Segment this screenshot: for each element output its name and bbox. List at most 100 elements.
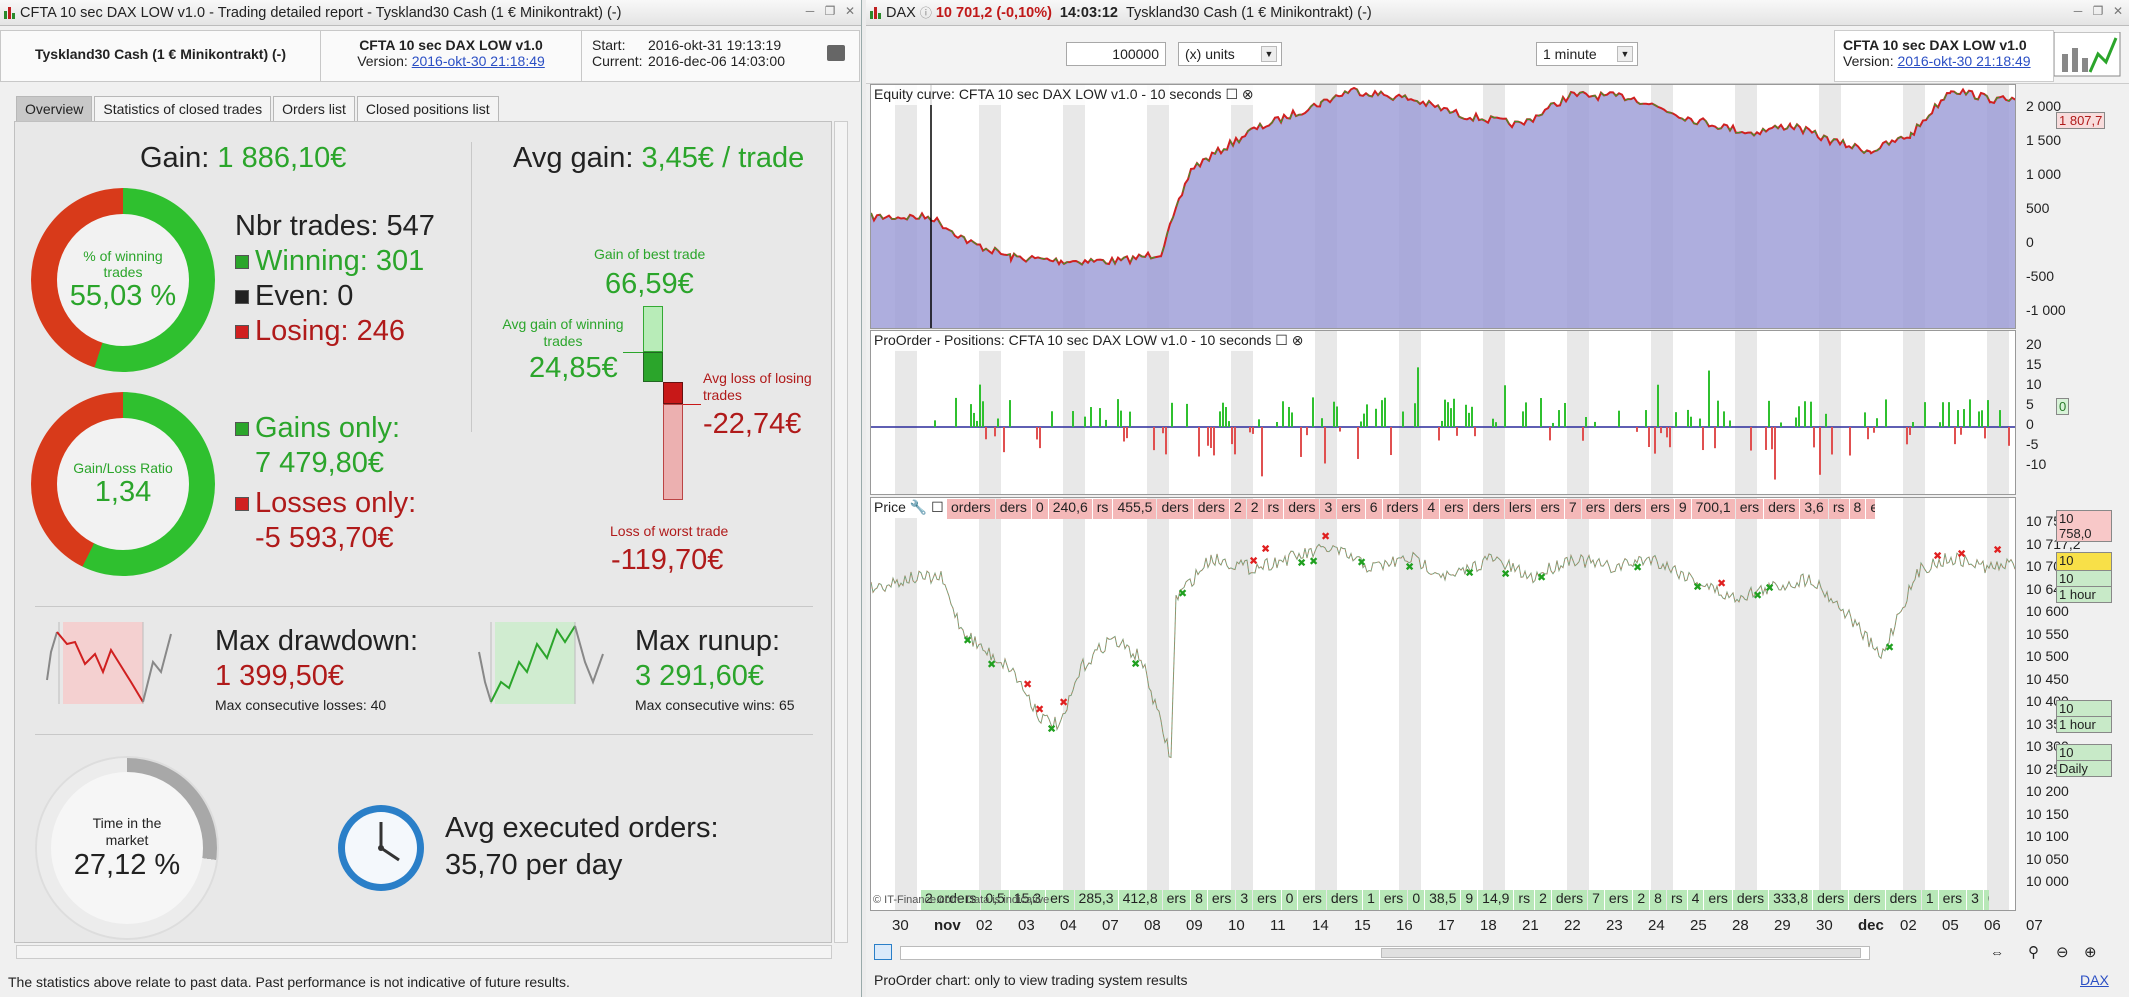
- chart-time: 14:03:12: [1059, 4, 1118, 21]
- wrench-icon[interactable]: 🔧: [909, 499, 928, 515]
- positions-maximize-icon[interactable]: ☐: [1275, 332, 1288, 348]
- chart-minimize-icon[interactable]: ─: [2073, 4, 2083, 18]
- chart-restore-icon[interactable]: ❐: [2092, 4, 2104, 18]
- tab-overview[interactable]: Overview: [16, 96, 93, 121]
- equity-badge: 1 807,7: [2056, 112, 2106, 129]
- date-label: 30: [892, 917, 909, 934]
- chevron-down-icon[interactable]: ▼: [1261, 46, 1277, 62]
- order-label: rs: [1666, 890, 1687, 910]
- svg-text:✖: ✖: [1753, 589, 1762, 602]
- dax-link[interactable]: DAX: [2080, 972, 2109, 988]
- axis-tick-label: 10 450: [2026, 670, 2069, 687]
- date-label: 10: [1228, 917, 1245, 934]
- date-label: 03: [1018, 917, 1035, 934]
- equity-close-icon[interactable]: ⊗: [1241, 86, 1254, 102]
- svg-text:✖: ✖: [1405, 561, 1414, 574]
- timeframe-label: 1 minute: [1543, 46, 1597, 62]
- positions-close-icon[interactable]: ⊗: [1291, 332, 1304, 348]
- losing-text: Losing: 246: [255, 315, 405, 347]
- order-label: 0: [1281, 890, 1298, 910]
- order-label: ers: [1298, 890, 1326, 910]
- max-consec-wins: Max consecutive wins: 65: [635, 697, 795, 713]
- zoom-in-icon[interactable]: ⊕: [2084, 944, 2097, 961]
- avg-win-pointer: [623, 352, 643, 353]
- gainloss-label: Gain/Loss Ratio: [73, 459, 173, 476]
- scroll-thumb[interactable]: [1381, 948, 1861, 958]
- close-icon[interactable]: ✕: [844, 4, 856, 18]
- svg-text:✖: ✖: [1297, 556, 1306, 569]
- price-maximize-icon[interactable]: ☐: [931, 499, 944, 515]
- order-label: 700,1: [1691, 499, 1735, 519]
- drawdown-sparkline: [46, 622, 172, 704]
- chart-version-link[interactable]: 2016-okt-30 21:18:49: [1897, 53, 2031, 69]
- avg-gain-stat: Avg gain: 3,45€ / trade: [513, 142, 804, 175]
- axis-tick-label: 0: [2026, 234, 2034, 250]
- worst-trade-label: Loss of worst trade: [610, 523, 729, 539]
- minimize-icon[interactable]: ─: [805, 4, 815, 18]
- axis-tick-label: 10 150: [2026, 805, 2069, 822]
- units-input[interactable]: 100000: [1066, 42, 1166, 66]
- order-label: ders: [1610, 499, 1646, 519]
- date-label: 29: [1774, 917, 1791, 934]
- print-icon[interactable]: [827, 45, 845, 61]
- order-label: 15,3: [1009, 890, 1046, 910]
- tab-statistics[interactable]: Statistics of closed trades: [94, 96, 272, 121]
- svg-text:✖: ✖: [1047, 723, 1056, 736]
- svg-text:✖: ✖: [1765, 582, 1774, 595]
- zoom-range-icon[interactable]: ⇔: [1990, 944, 2004, 960]
- units-select[interactable]: (x) units ▼: [1178, 42, 1282, 66]
- start-value: 2016-okt-31 19:13:19: [648, 37, 782, 53]
- axis-tick-label: 20: [2026, 336, 2042, 352]
- order-label: ders: [1849, 890, 1885, 910]
- restore-icon[interactable]: ❐: [824, 4, 836, 18]
- equity-maximize-icon[interactable]: ☐: [1225, 86, 1238, 102]
- order-label: ders: [1764, 499, 1800, 519]
- date-label: nov: [934, 917, 961, 934]
- timeframe-chevron-icon[interactable]: ▼: [1617, 46, 1633, 62]
- version-link[interactable]: 2016-okt-30 21:18:49: [411, 53, 545, 69]
- svg-text:✖: ✖: [1178, 587, 1187, 600]
- date-label: 22: [1564, 917, 1581, 934]
- max-runup-label: Max runup:: [635, 625, 781, 657]
- timeframe-select[interactable]: 1 minute ▼: [1536, 42, 1638, 66]
- axis-tick-label: -10: [2026, 456, 2047, 472]
- date-label: 17: [1438, 917, 1455, 934]
- even-text: Even: 0: [255, 280, 354, 312]
- tab-closed-positions[interactable]: Closed positions list: [356, 96, 499, 121]
- chart-window: DAX ⓘ 10 701,2 (-0,10%) 14:03:12 Tysklan…: [866, 0, 2129, 997]
- report-horizontal-scrollbar[interactable]: [16, 945, 832, 959]
- equity-curve-panel[interactable]: Equity curve: CFTA 10 sec DAX LOW v1.0 -…: [870, 84, 2016, 329]
- axis-tick-label: -5: [2026, 436, 2039, 452]
- worst-trade-bar: [663, 404, 683, 500]
- date-label: 15: [1354, 917, 1371, 934]
- avg-orders-value: 35,70 per day: [445, 849, 623, 881]
- equity-axis: 2 000 1 500 1 000 500 0 -500 -1 000: [2016, 84, 2129, 329]
- info-icon[interactable]: ⓘ: [919, 6, 932, 20]
- order-label: ders: [1193, 499, 1229, 519]
- price-panel[interactable]: ✖ ✖ ✖ ✖ ✖ ✖ ✖ ✖ ✖ ✖ ✖ ✖ ✖ ✖ ✖ ✖ ✖ ✖ ✖ ✖ ✖ ✖ ✖ ✖ ✖ ✖ ✖ Price 🔧 ☐ or…: [870, 497, 2016, 911]
- zoom-out-icon[interactable]: ⊖: [2056, 944, 2069, 961]
- even-legend-icon: [235, 290, 249, 304]
- order-label: ers: [1536, 499, 1564, 519]
- order-label: 1: [1363, 890, 1379, 910]
- report-vertical-scrollbar[interactable]: [834, 121, 848, 943]
- system-name: CFTA 10 sec DAX LOW v1.0: [359, 37, 543, 53]
- svg-text:✖: ✖: [1261, 542, 1270, 555]
- zoom-fit-icon[interactable]: ⚲: [2028, 944, 2039, 961]
- order-label: 1: [1921, 890, 1938, 910]
- tab-orders-list[interactable]: Orders list: [273, 96, 355, 121]
- horizontal-divider: [35, 606, 813, 607]
- navigator-icon[interactable]: [874, 944, 892, 960]
- chart-horizontal-scrollbar[interactable]: [900, 946, 1870, 960]
- order-label: 2: [1633, 890, 1650, 910]
- order-label: ers: [1735, 499, 1764, 519]
- chart-close-icon[interactable]: ✕: [2112, 4, 2124, 18]
- axis-tick-label: -500: [2026, 268, 2055, 284]
- report-chart-icon[interactable]: [2054, 32, 2122, 78]
- losses-only-label: Losses only:: [255, 487, 417, 519]
- report-window-title: CFTA 10 sec DAX LOW v1.0 - Trading detai…: [20, 4, 622, 21]
- positions-panel[interactable]: ProOrder - Positions: CFTA 10 sec DAX LO…: [870, 330, 2016, 495]
- svg-text:✖: ✖: [963, 634, 972, 647]
- order-label: 333,8: [1769, 890, 1813, 910]
- current-label: Current:: [592, 53, 643, 69]
